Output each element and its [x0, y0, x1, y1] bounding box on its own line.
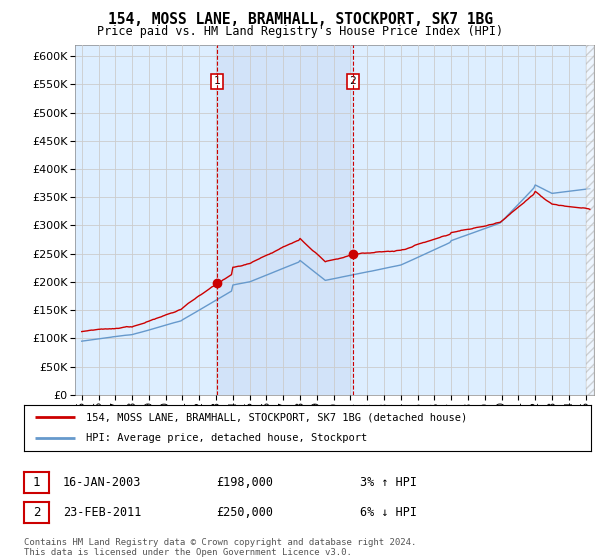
Bar [217, 45, 353, 395]
Text: 6% ↓ HPI: 6% ↓ HPI [360, 506, 417, 519]
Text: £198,000: £198,000 [216, 476, 273, 489]
Text: 2: 2 [349, 77, 356, 86]
Text: 3% ↑ HPI: 3% ↑ HPI [360, 476, 417, 489]
Text: Contains HM Land Registry data © Crown copyright and database right 2024.
This d: Contains HM Land Registry data © Crown c… [24, 538, 416, 557]
Text: 1: 1 [214, 77, 220, 86]
Text: 1: 1 [33, 476, 40, 489]
Text: £250,000: £250,000 [216, 506, 273, 519]
Text: 154, MOSS LANE, BRAMHALL, STOCKPORT, SK7 1BG (detached house): 154, MOSS LANE, BRAMHALL, STOCKPORT, SK7… [86, 412, 467, 422]
Text: 154, MOSS LANE, BRAMHALL, STOCKPORT, SK7 1BG: 154, MOSS LANE, BRAMHALL, STOCKPORT, SK7… [107, 12, 493, 27]
Bar [217, 45, 353, 395]
Text: HPI: Average price, detached house, Stockport: HPI: Average price, detached house, Stoc… [86, 433, 368, 444]
Text: Price paid vs. HM Land Registry's House Price Index (HPI): Price paid vs. HM Land Registry's House … [97, 25, 503, 38]
Bar [586, 45, 594, 395]
Text: 2: 2 [33, 506, 40, 519]
Text: 16-JAN-2003: 16-JAN-2003 [63, 476, 142, 489]
Text: 23-FEB-2011: 23-FEB-2011 [63, 506, 142, 519]
